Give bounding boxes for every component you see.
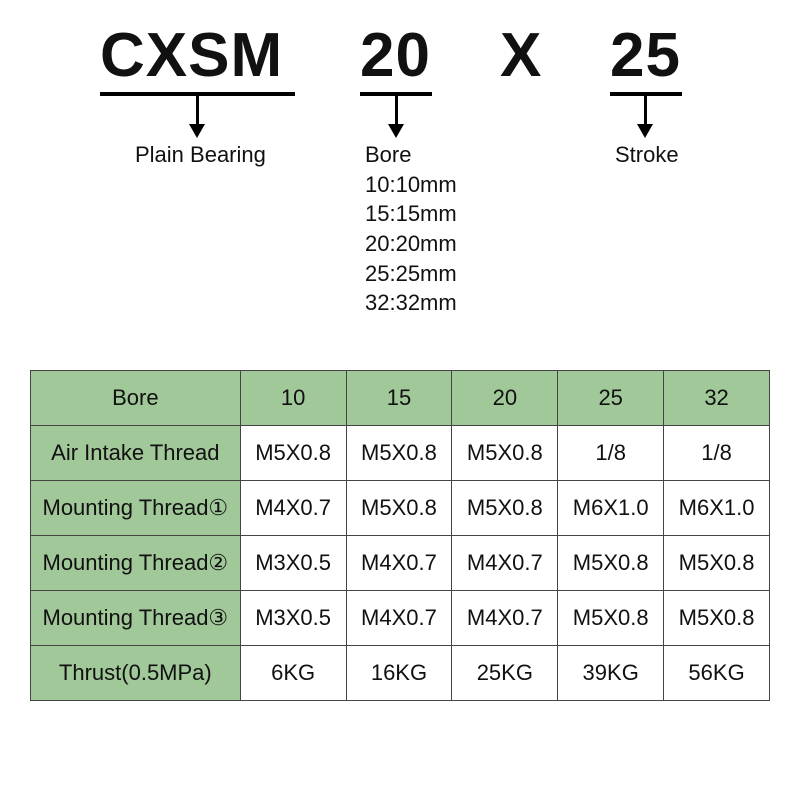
cell: M5X0.8 bbox=[346, 481, 452, 536]
cell: M5X0.8 bbox=[664, 536, 770, 591]
cell: 56KG bbox=[664, 646, 770, 701]
col-header: Bore bbox=[31, 371, 241, 426]
label-bore-block: Bore 10:10mm 15:15mm 20:20mm 25:25mm 32:… bbox=[365, 140, 457, 318]
code-stroke: 25 bbox=[610, 20, 681, 91]
row-label: Mounting Thread③ bbox=[31, 591, 241, 646]
col-header: 10 bbox=[240, 371, 346, 426]
cell: M5X0.8 bbox=[346, 426, 452, 481]
cell: M3X0.5 bbox=[240, 536, 346, 591]
code-sep: X bbox=[500, 20, 542, 91]
label-stroke: Stroke bbox=[615, 140, 679, 170]
row-label: Mounting Thread② bbox=[31, 536, 241, 591]
cell: M5X0.8 bbox=[664, 591, 770, 646]
cell: 16KG bbox=[346, 646, 452, 701]
part-code-diagram: CXSM 20 X 25 Plain Bearing Bore 10:10mm … bbox=[0, 20, 800, 320]
cell: M5X0.8 bbox=[558, 591, 664, 646]
table-row: Air Intake ThreadM5X0.8M5X0.8M5X0.81/81/… bbox=[31, 426, 770, 481]
col-header: 25 bbox=[558, 371, 664, 426]
table-header-row: Bore 10 15 20 25 32 bbox=[31, 371, 770, 426]
label-bore-line-1: 15:15mm bbox=[365, 199, 457, 229]
cell: M4X0.7 bbox=[240, 481, 346, 536]
table-row: Mounting Thread③M3X0.5M4X0.7M4X0.7M5X0.8… bbox=[31, 591, 770, 646]
arrow-head-stroke bbox=[637, 124, 653, 138]
cell: 6KG bbox=[240, 646, 346, 701]
cell: M3X0.5 bbox=[240, 591, 346, 646]
arrow-stem-bore bbox=[395, 96, 398, 126]
table-row: Mounting Thread②M3X0.5M4X0.7M4X0.7M5X0.8… bbox=[31, 536, 770, 591]
code-series: CXSM bbox=[100, 20, 283, 91]
arrow-stem-stroke bbox=[644, 96, 647, 126]
arrow-head-series bbox=[189, 124, 205, 138]
cell: M4X0.7 bbox=[346, 536, 452, 591]
spec-table: Bore 10 15 20 25 32 Air Intake ThreadM5X… bbox=[30, 370, 770, 701]
col-header: 15 bbox=[346, 371, 452, 426]
cell: M5X0.8 bbox=[452, 426, 558, 481]
label-bore-line-4: 32:32mm bbox=[365, 288, 457, 318]
label-bore-line-3: 25:25mm bbox=[365, 259, 457, 289]
row-label: Mounting Thread① bbox=[31, 481, 241, 536]
label-plain-bearing: Plain Bearing bbox=[135, 140, 266, 170]
cell: M6X1.0 bbox=[558, 481, 664, 536]
cell: M6X1.0 bbox=[664, 481, 770, 536]
cell: M5X0.8 bbox=[240, 426, 346, 481]
cell: M4X0.7 bbox=[346, 591, 452, 646]
row-label: Air Intake Thread bbox=[31, 426, 241, 481]
cell: M4X0.7 bbox=[452, 536, 558, 591]
col-header: 20 bbox=[452, 371, 558, 426]
code-bore: 20 bbox=[360, 20, 431, 91]
cell: 39KG bbox=[558, 646, 664, 701]
table-row: Thrust(0.5MPa)6KG16KG25KG39KG56KG bbox=[31, 646, 770, 701]
cell: 25KG bbox=[452, 646, 558, 701]
cell: 1/8 bbox=[664, 426, 770, 481]
arrow-stem-series bbox=[196, 96, 199, 126]
cell: M4X0.7 bbox=[452, 591, 558, 646]
cell: M5X0.8 bbox=[558, 536, 664, 591]
cell: M5X0.8 bbox=[452, 481, 558, 536]
cell: 1/8 bbox=[558, 426, 664, 481]
label-bore-title: Bore bbox=[365, 140, 457, 170]
col-header: 32 bbox=[664, 371, 770, 426]
table-row: Mounting Thread①M4X0.7M5X0.8M5X0.8M6X1.0… bbox=[31, 481, 770, 536]
label-bore-line-2: 20:20mm bbox=[365, 229, 457, 259]
row-label: Thrust(0.5MPa) bbox=[31, 646, 241, 701]
arrow-head-bore bbox=[388, 124, 404, 138]
label-bore-line-0: 10:10mm bbox=[365, 170, 457, 200]
